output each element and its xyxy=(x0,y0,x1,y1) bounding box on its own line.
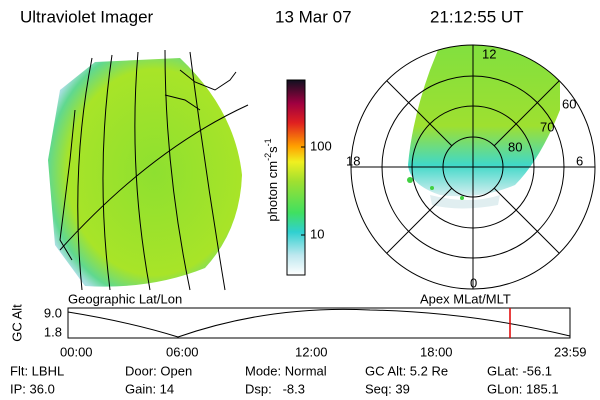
polar-label: 18 xyxy=(346,153,360,168)
ring-label: 80 xyxy=(508,139,522,154)
x-tick-label: 12:00 xyxy=(295,344,328,359)
colorbar-unit: photon cm-2s-1 xyxy=(263,138,280,221)
info-item: Door: Open xyxy=(125,363,192,378)
y-tick-label: 9.0 xyxy=(44,305,62,320)
y-tick-label: 1.8 xyxy=(44,324,62,339)
x-tick-label: 00:00 xyxy=(60,344,93,359)
polar-label: 12 xyxy=(482,46,496,61)
info: Flt: LBHL IP: 36.0 Door: Open Gain: 14 M… xyxy=(10,363,559,396)
info-item: IP: 36.0 xyxy=(10,381,55,396)
polar-title: Apex MLat/MLT xyxy=(420,291,511,306)
colorbar-label: 10 xyxy=(310,226,324,241)
altitude-plot: GC Alt 9.0 1.8 00:00 06:00 12:00 18:00 2… xyxy=(9,304,586,360)
info-item: Seq: 39 xyxy=(365,381,410,396)
date: 13 Mar 07 xyxy=(275,7,352,26)
x-tick-label: 23:59 xyxy=(554,344,587,359)
info-item: GLon: 185.1 xyxy=(487,381,559,396)
ring-label: 70 xyxy=(540,119,554,134)
info-item: Flt: LBHL xyxy=(10,363,64,378)
y-label: GC Alt xyxy=(9,304,24,342)
ring-label: 60 xyxy=(562,96,576,111)
polar-label: 6 xyxy=(576,153,583,168)
info-item: Dsp: -8.3 xyxy=(245,381,305,396)
colorbar xyxy=(286,79,306,276)
info-item: GLat: -56.1 xyxy=(487,363,552,378)
x-tick-label: 18:00 xyxy=(420,344,453,359)
info-item: GC Alt: 5.2 Re xyxy=(365,363,448,378)
title: Ultraviolet Imager xyxy=(20,7,154,26)
geo-label: Geographic Lat/Lon xyxy=(68,291,182,306)
x-tick-label: 06:00 xyxy=(166,344,199,359)
polar-label: 0 xyxy=(470,275,477,290)
info-item: Gain: 14 xyxy=(125,381,174,396)
geo-image: Geographic Lat/Lon xyxy=(48,49,249,306)
colorbar-label: 100 xyxy=(310,138,332,153)
time: 21:12:55 UT xyxy=(430,7,524,26)
info-item: Mode: Normal xyxy=(245,363,327,378)
polar-plot: 12 18 6 0 60 70 80 Apex MLat/MLT xyxy=(346,44,596,306)
